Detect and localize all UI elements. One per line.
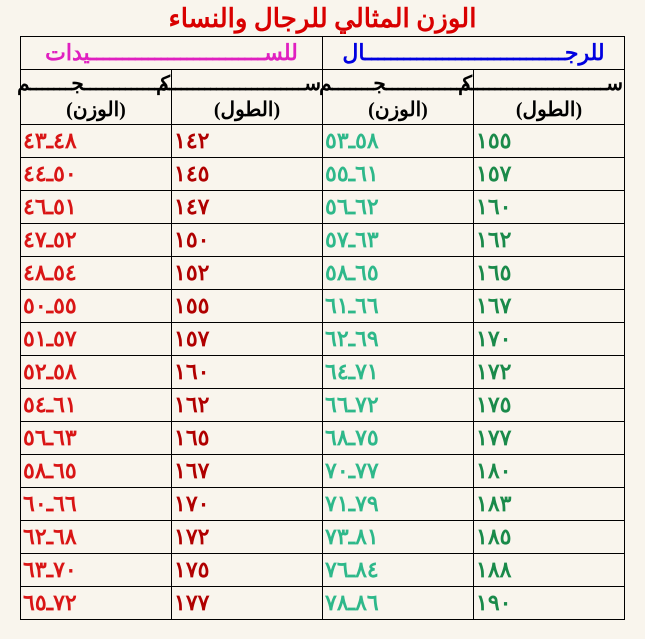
cell-women-weight: ٥٠ـ٤٤	[21, 158, 172, 191]
cell-men-height: ١٨٣	[474, 488, 625, 521]
cell-women-height: ١٦٢	[172, 389, 323, 422]
cell-men-weight: ٦٣ـ٥٧	[323, 224, 474, 257]
cell-men-height: ١٩٠	[474, 587, 625, 620]
cell-men-weight: ٦١ـ٥٥	[323, 158, 474, 191]
cell-women-weight: ٦٦ـ٦٠	[21, 488, 172, 521]
cell-men-weight: ٧٧ـ٧٠	[323, 455, 474, 488]
weight-table: للرجـــــــــــــــــــــــــــــــال لل…	[20, 36, 625, 620]
cell-women-height: ١٥٢	[172, 257, 323, 290]
table-row: ١٥٥٥٨ـ٥٣١٤٢٤٨ـ٤٣	[21, 125, 625, 158]
table-row: ١٦٥٦٥ـ٥٨١٥٢٥٤ـ٤٨	[21, 257, 625, 290]
table-row: ١٧٢٧١ـ٦٤١٦٠٥٨ـ٥٢	[21, 356, 625, 389]
cell-men-weight: ٦٥ـ٥٨	[323, 257, 474, 290]
cell-women-weight: ٧٠ـ٦٣	[21, 554, 172, 587]
table-row: ١٦٢٦٣ـ٥٧١٥٠٥٢ـ٤٧	[21, 224, 625, 257]
col-women-weight: كـــــــــــــجـــــــم(الوزن)	[21, 70, 172, 125]
cell-men-height: ١٦٥	[474, 257, 625, 290]
cell-women-weight: ٦٣ـ٥٦	[21, 422, 172, 455]
cell-women-weight: ٦٥ـ٥٨	[21, 455, 172, 488]
cell-women-weight: ٥١ـ٤٦	[21, 191, 172, 224]
cell-men-weight: ٧١ـ٦٤	[323, 356, 474, 389]
cell-women-height: ١٦٠	[172, 356, 323, 389]
cell-women-height: ١٤٥	[172, 158, 323, 191]
table-row: ١٥٧٦١ـ٥٥١٤٥٥٠ـ٤٤	[21, 158, 625, 191]
cell-women-weight: ٥٥ـ٥٠	[21, 290, 172, 323]
cell-women-height: ١٧٢	[172, 521, 323, 554]
cell-women-height: ١٤٢	[172, 125, 323, 158]
table-row: ١٨٠٧٧ـ٧٠١٦٧٦٥ـ٥٨	[21, 455, 625, 488]
table-row: ١٩٠٨٦ـ٧٨١٧٧٧٢ـ٦٥	[21, 587, 625, 620]
cell-men-weight: ٦٩ـ٦٢	[323, 323, 474, 356]
cell-men-height: ١٦٧	[474, 290, 625, 323]
cell-men-weight: ٨١ـ٧٣	[323, 521, 474, 554]
cell-men-weight: ٦٢ـ٥٦	[323, 191, 474, 224]
cell-women-weight: ٥٧ـ٥١	[21, 323, 172, 356]
cell-women-weight: ٥٤ـ٤٨	[21, 257, 172, 290]
table-row: ١٧٧٧٥ـ٦٨١٦٥٦٣ـ٥٦	[21, 422, 625, 455]
cell-men-weight: ٧٩ـ٧١	[323, 488, 474, 521]
cell-men-height: ١٨٥	[474, 521, 625, 554]
col-women-height: ســـــــــــــــــــــــم(الطول)	[172, 70, 323, 125]
table-row: ١٨٣٧٩ـ٧١١٧٠٦٦ـ٦٠	[21, 488, 625, 521]
table-row: ١٦٠٦٢ـ٥٦١٤٧٥١ـ٤٦	[21, 191, 625, 224]
cell-women-height: ١٥٥	[172, 290, 323, 323]
cell-men-height: ١٥٥	[474, 125, 625, 158]
page-title: الوزن المثالي للرجال والنساء	[20, 4, 625, 34]
cell-women-weight: ٤٨ـ٤٣	[21, 125, 172, 158]
cell-women-height: ١٧٧	[172, 587, 323, 620]
cell-women-height: ١٦٧	[172, 455, 323, 488]
cell-women-weight: ٥٨ـ٥٢	[21, 356, 172, 389]
table-row: ١٧٠٦٩ـ٦٢١٥٧٥٧ـ٥١	[21, 323, 625, 356]
cell-men-weight: ٧٥ـ٦٨	[323, 422, 474, 455]
cell-men-weight: ٥٨ـ٥٣	[323, 125, 474, 158]
cell-men-height: ١٨٨	[474, 554, 625, 587]
cell-women-height: ١٦٥	[172, 422, 323, 455]
cell-men-weight: ٨٦ـ٧٨	[323, 587, 474, 620]
cell-women-weight: ٥٢ـ٤٧	[21, 224, 172, 257]
cell-women-height: ١٧٥	[172, 554, 323, 587]
cell-women-height: ١٥٧	[172, 323, 323, 356]
col-men-height: ســـــــــــــــــــــــم(الطول)	[474, 70, 625, 125]
cell-women-height: ١٤٧	[172, 191, 323, 224]
group-men-header: للرجـــــــــــــــــــــــــــــــال	[323, 37, 625, 70]
cell-men-weight: ٨٤ـ٧٦	[323, 554, 474, 587]
table-row: ١٨٥٨١ـ٧٣١٧٢٦٨ـ٦٢	[21, 521, 625, 554]
cell-men-height: ١٦٠	[474, 191, 625, 224]
cell-men-height: ١٧٠	[474, 323, 625, 356]
cell-men-height: ١٧٥	[474, 389, 625, 422]
cell-men-weight: ٦٦ـ٦١	[323, 290, 474, 323]
cell-women-weight: ٦١ـ٥٤	[21, 389, 172, 422]
cell-women-weight: ٧٢ـ٦٥	[21, 587, 172, 620]
col-men-weight: كـــــــــــــجـــــــم(الوزن)	[323, 70, 474, 125]
cell-men-height: ١٦٢	[474, 224, 625, 257]
cell-women-weight: ٦٨ـ٦٢	[21, 521, 172, 554]
cell-women-height: ١٧٠	[172, 488, 323, 521]
table-row: ١٨٨٨٤ـ٧٦١٧٥٧٠ـ٦٣	[21, 554, 625, 587]
table-row: ١٦٧٦٦ـ٦١١٥٥٥٥ـ٥٠	[21, 290, 625, 323]
cell-women-height: ١٥٠	[172, 224, 323, 257]
cell-men-height: ١٥٧	[474, 158, 625, 191]
table-row: ١٧٥٧٢ـ٦٦١٦٢٦١ـ٥٤	[21, 389, 625, 422]
group-women-header: للســـــــــــــــــــــــــــيدات	[21, 37, 323, 70]
cell-men-weight: ٧٢ـ٦٦	[323, 389, 474, 422]
cell-men-height: ١٧٧	[474, 422, 625, 455]
cell-men-height: ١٨٠	[474, 455, 625, 488]
cell-men-height: ١٧٢	[474, 356, 625, 389]
